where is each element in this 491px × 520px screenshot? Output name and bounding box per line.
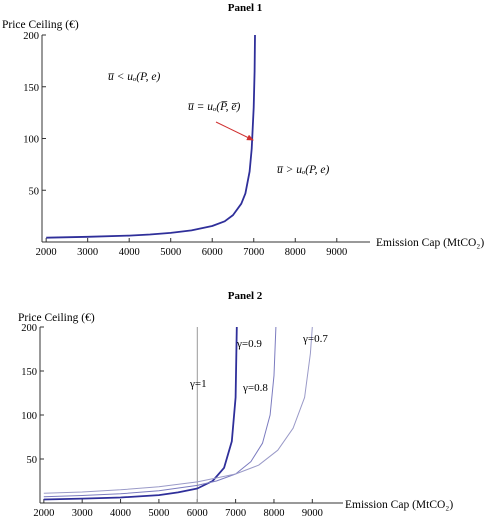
panel-1-title: Panel 1 (228, 2, 263, 14)
panel-1-x-axis-title: Emission Cap (MtCO₂) (376, 237, 484, 249)
panel-1-arrow (215, 121, 254, 141)
panel-1-series-line-0 (46, 34, 256, 239)
panel-1-annotation-below: u̅ < uₒ(P, e) (108, 71, 161, 83)
panel-1-annotation-on-curve: u̅ = uₒ(P̅, e̅) (188, 100, 241, 113)
panel-1-y-tick-label-0: 50 (29, 186, 40, 197)
panel-2-x-tick-label-1: 3000 (72, 508, 93, 519)
panel-1-x-tick-label-6: 8000 (285, 247, 306, 258)
panel-2-title: Panel 2 (228, 290, 263, 302)
panel-2-series-line-3 (43, 326, 313, 494)
panel-2-label-gamma-1: γ=1 (189, 378, 207, 390)
panel-2-y-tick-label-1: 100 (21, 411, 37, 422)
panel-1-x-tick-label-4: 6000 (202, 247, 223, 258)
panel-2-label-gamma-0.8: γ=0.8 (242, 382, 268, 394)
panel-2-label-gamma-0.9: γ=0.9 (236, 338, 262, 350)
panel-2-series-line-1 (43, 326, 238, 501)
panel-2-y-tick-label-3: 200 (21, 323, 37, 334)
panel-1-y-tick-label-2: 150 (23, 83, 39, 94)
panel-1-x-tick-label-0: 2000 (36, 247, 57, 258)
panel-2-x-tick-label-2: 4000 (110, 508, 131, 519)
panel-1-x-tick-label-2: 4000 (119, 247, 140, 258)
panel-1-x-tick-label-7: 9000 (326, 247, 347, 258)
panel-2-x-tick-label-7: 9000 (302, 508, 323, 519)
panel-2-x-tick-label-3: 5000 (148, 508, 169, 519)
panel-2-x-axis-title: Emission Cap (MtCO₂) (345, 499, 453, 511)
panel-2-y-axis-title: Price Ceiling (€) (18, 312, 95, 324)
panel-2-x-tick-label-4: 6000 (187, 508, 208, 519)
panel-2-x-tick-label-5: 7000 (225, 508, 246, 519)
panel-1-x-tick-label-1: 3000 (77, 247, 98, 258)
panel-2-series-line-2 (43, 326, 277, 498)
panel-2-y-tick-label-0: 50 (27, 455, 38, 466)
panel-1-annotation-above: u̅ > uₒ(P, e) (277, 164, 330, 176)
panel-2: Panel 2 Price Ceiling (€) Emission Cap (… (18, 290, 453, 519)
panel-2-label-gamma-0.7: γ=0.7 (302, 333, 328, 345)
panel-1-x-tick-label-5: 7000 (243, 247, 264, 258)
panel-2-x-tick-label-6: 8000 (263, 508, 284, 519)
panel-2-y-tick-label-2: 150 (21, 367, 37, 378)
panel-1-x-tick-label-3: 5000 (160, 247, 181, 258)
panel-1-y-tick-label-1: 100 (23, 135, 39, 146)
panel-1: Panel 1 Price Ceiling (€) Emission Cap (… (2, 2, 484, 258)
panel-1-y-axis-title: Price Ceiling (€) (2, 19, 79, 31)
panel-1-y-tick-label-3: 200 (23, 31, 39, 42)
panel-2-x-tick-label-0: 2000 (33, 508, 54, 519)
